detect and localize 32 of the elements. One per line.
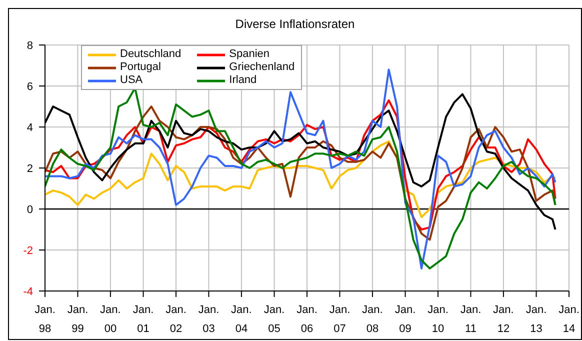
legend-label: Irland: [229, 74, 257, 87]
legend-label: Spanien: [229, 48, 270, 61]
x-tick-label: Jan. 04: [231, 304, 252, 335]
x-tick-label: Jan. 99: [67, 304, 88, 335]
y-tick-label: -4: [23, 286, 33, 298]
x-tick-label: Jan. 06: [296, 304, 318, 335]
legend-label: USA: [120, 74, 143, 87]
x-tick-label: Jan. 05: [264, 304, 285, 335]
x-tick-label: Jan. 02: [166, 304, 186, 335]
x-tick-label: Jan. 01: [132, 304, 154, 335]
x-tick-label: Jan. 14: [558, 304, 580, 335]
y-tick-label: -2: [23, 245, 33, 257]
y-tick-label: 8: [26, 40, 33, 52]
legend-label: Deutschland: [120, 48, 182, 61]
x-tick-label: Jan. 00: [100, 304, 121, 335]
legend-label: Griechenland: [229, 61, 295, 74]
y-tick-label: 0: [26, 204, 33, 216]
x-tick-label: Jan. 09: [394, 304, 416, 335]
y-tick-label: 2: [26, 163, 33, 175]
x-tick-label: Jan. 07: [329, 304, 350, 335]
x-tick-label: Jan. 08: [362, 304, 383, 335]
y-tick-label: 4: [26, 122, 33, 134]
x-tick-label: Jan. 13: [526, 304, 547, 335]
x-tick-label: Jan. 11: [460, 304, 482, 335]
x-tick-label: Jan. 12: [493, 304, 514, 335]
x-tick-label: Jan. 10: [428, 304, 448, 335]
y-tick-label: 6: [26, 81, 33, 93]
x-tick-label: Jan. 98: [34, 304, 56, 335]
x-tick-label: Jan. 03: [198, 304, 220, 335]
legend-label: Portugal: [120, 61, 161, 74]
line-series: [45, 140, 556, 218]
chart-title: Diverse Inflationsraten: [234, 17, 356, 31]
